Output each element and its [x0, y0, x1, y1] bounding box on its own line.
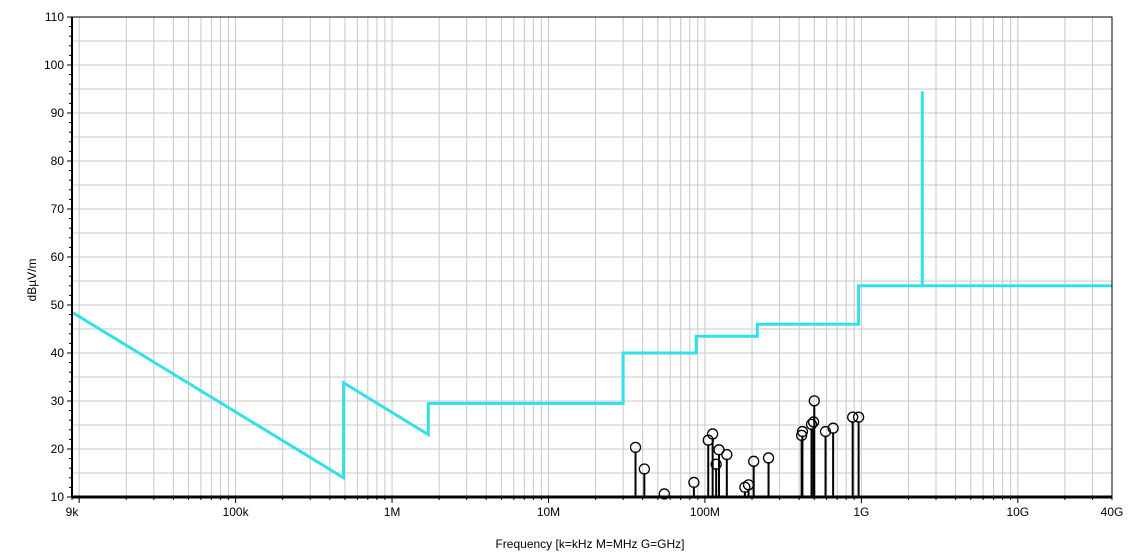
emission-series — [629, 395, 865, 500]
emission-point — [721, 448, 733, 461]
emission-marker — [748, 455, 760, 497]
x-tick-label: 100k — [223, 505, 250, 519]
emission-point — [658, 488, 670, 500]
x-tick-label: 9k — [66, 505, 80, 519]
emission-marker — [847, 411, 859, 497]
limit-line-series — [71, 91, 1112, 481]
emission-marker — [819, 425, 832, 497]
emission-point — [796, 425, 809, 438]
grid — [71, 16, 1113, 498]
emission-point — [805, 418, 818, 431]
emission-point — [688, 476, 700, 489]
emission-point — [827, 422, 839, 434]
emission-marker — [688, 476, 700, 497]
y-axis-title: dBµV/m — [25, 259, 39, 302]
emission-marker — [638, 463, 651, 497]
y-tick-label: 100 — [44, 58, 64, 72]
emission-marker — [827, 422, 839, 497]
emission-point — [629, 441, 642, 454]
emission-point — [710, 458, 722, 470]
y-tick-label: 40 — [51, 346, 65, 360]
emission-marker — [721, 448, 733, 497]
emission-marker — [762, 452, 775, 497]
x-axis-title: Frequency [k=kHz M=MHz G=GHz] — [495, 537, 684, 551]
x-tick-label: 1G — [853, 505, 869, 519]
y-tick-label: 30 — [51, 394, 65, 408]
emission-marker — [852, 411, 865, 497]
emission-marker — [808, 395, 820, 497]
x-tick-label: 100M — [690, 505, 720, 519]
x-tick-label: 1M — [384, 505, 401, 519]
emission-point — [819, 425, 832, 438]
emission-marker — [796, 425, 809, 497]
y-tick-label: 50 — [51, 298, 65, 312]
emission-point — [808, 395, 820, 407]
y-tick-label: 80 — [51, 154, 65, 168]
y-tick-label: 60 — [51, 250, 65, 264]
emission-point — [706, 428, 719, 440]
y-tick-label: 20 — [51, 442, 65, 456]
y-tick-label: 10 — [51, 490, 65, 504]
emission-point — [748, 455, 760, 467]
y-tick-label: 70 — [51, 202, 65, 216]
y-tick-label: 90 — [51, 106, 65, 120]
x-tick-label: 10M — [537, 505, 560, 519]
emission-marker — [710, 458, 722, 497]
emission-marker — [805, 418, 818, 497]
x-tick-label: 40G — [1101, 505, 1124, 519]
x-tick-label: 10G — [1006, 505, 1029, 519]
emission-point — [847, 411, 859, 423]
y-tick-label: 110 — [45, 10, 64, 24]
emission-point — [852, 411, 865, 423]
axes — [67, 16, 1113, 503]
tick-labels: 10 20 30 40 50 60 70 80 90 100 110 9k 100k 1M 10M 100M 1… — [44, 10, 1123, 519]
emission-marker — [629, 441, 642, 497]
emission-point — [762, 452, 775, 464]
emission-point — [638, 463, 651, 475]
limit-line — [71, 91, 1112, 481]
